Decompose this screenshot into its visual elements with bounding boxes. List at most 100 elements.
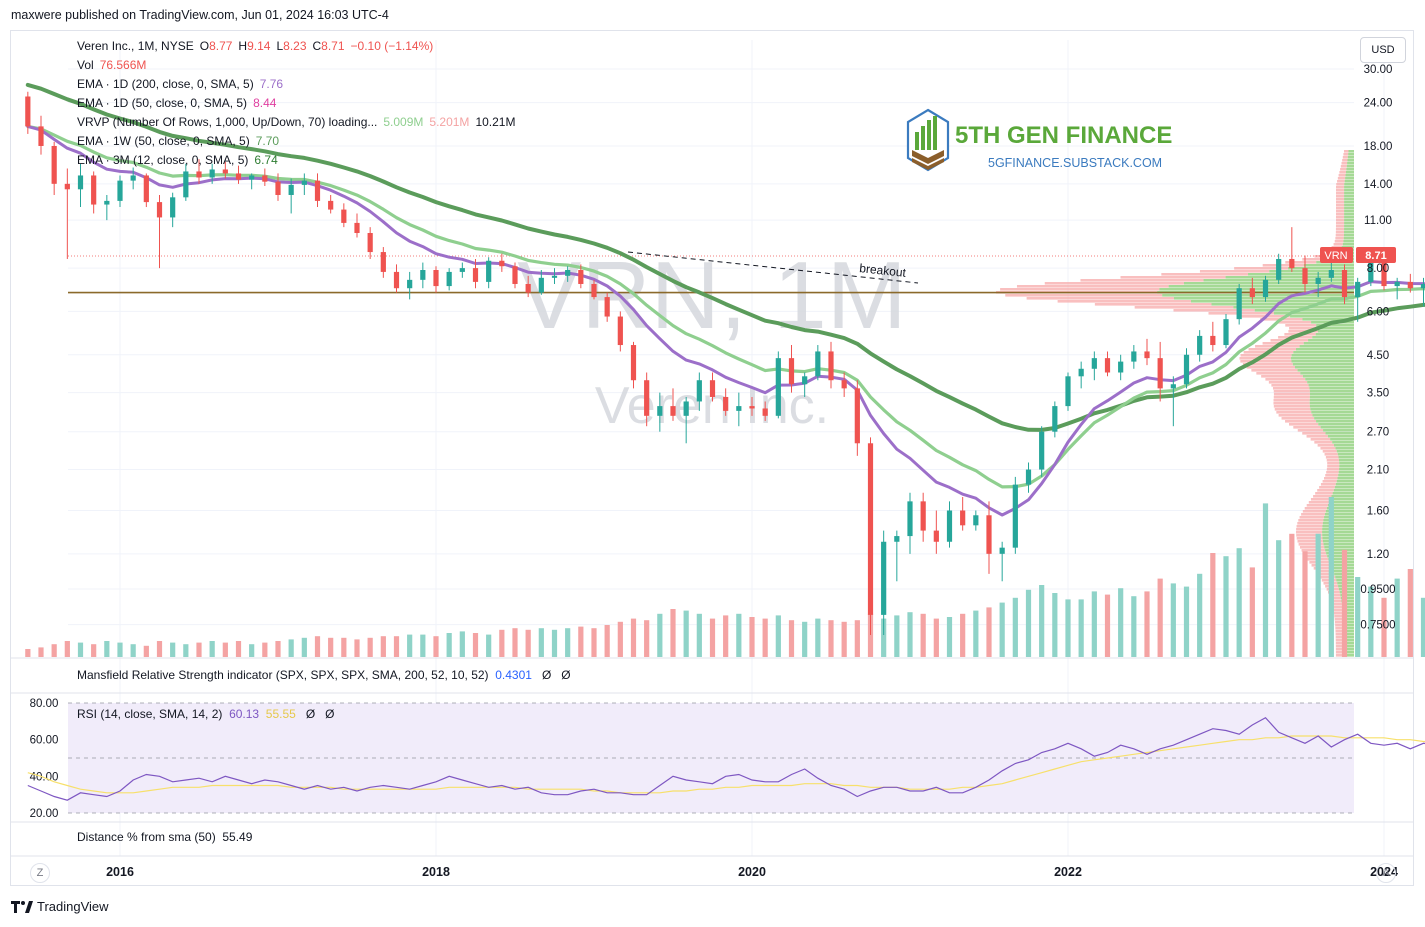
currency-button[interactable]: USD xyxy=(1360,37,1406,63)
volume-bar xyxy=(1012,597,1018,657)
profile-bar-up xyxy=(1325,549,1354,552)
profile-bar-up xyxy=(1305,378,1354,381)
profile-bar-down xyxy=(1288,330,1318,333)
volume-bar xyxy=(538,628,544,657)
profile-bar-up xyxy=(1322,525,1354,528)
profile-bar-up xyxy=(1340,594,1354,597)
profile-bar-down xyxy=(1044,282,1184,285)
price-tick-label: 14.00 xyxy=(1364,179,1393,191)
profile-bar-down xyxy=(1335,639,1344,642)
profile-bar-down xyxy=(1134,306,1234,309)
volume-bar xyxy=(1368,586,1374,657)
profile-bar-up xyxy=(1344,201,1354,204)
profile-bar-up xyxy=(1291,357,1354,360)
auto-scale-button[interactable]: A xyxy=(1376,863,1396,883)
legend-ema-3m[interactable]: EMA · 3M (12, close, 0, SMA, 5) 6.74 xyxy=(77,153,278,167)
profile-bar-up xyxy=(1333,489,1354,492)
volume-bar xyxy=(367,637,373,657)
profile-bar-up xyxy=(1303,264,1354,267)
time-tick-label: 2016 xyxy=(106,865,134,879)
legend-ema-1w[interactable]: EMA · 1W (50, close, 0, SMA, 5) 7.70 xyxy=(77,134,280,148)
profile-bar-up xyxy=(1159,288,1354,291)
profile-bar-down xyxy=(1334,618,1344,621)
mansfield-legend[interactable]: Mansfield Relative Strength indicator (S… xyxy=(77,668,571,682)
profile-bar-down xyxy=(1314,441,1333,444)
profile-bar-down xyxy=(1336,183,1345,186)
legend-ema-50[interactable]: EMA · 1D (50, close, 0, SMA, 5) 8.44 xyxy=(77,96,277,110)
candle-body xyxy=(933,530,939,542)
profile-bar-down xyxy=(1343,150,1349,153)
profile-bar-up xyxy=(1322,540,1354,543)
profile-bar-down xyxy=(1273,396,1310,399)
volume-bar xyxy=(64,641,70,657)
legend-vrvp[interactable]: VRVP (Number Of Rows, 1,000, Up/Down, 70… xyxy=(77,115,516,129)
profile-bar-down xyxy=(1317,444,1334,447)
profile-bar-up xyxy=(1316,420,1354,423)
profile-bar-up xyxy=(1341,603,1354,606)
price-tick-label: 24.00 xyxy=(1364,98,1393,110)
volume-bar xyxy=(38,647,44,657)
volume-bar xyxy=(591,628,597,657)
rsi-legend[interactable]: RSI (14, close, SMA, 14, 2) 60.13 55.55 … xyxy=(77,707,335,721)
legend-volume[interactable]: Vol 76.566M xyxy=(77,58,147,72)
profile-bar-up xyxy=(1344,207,1354,210)
candle-body xyxy=(275,181,281,195)
profile-bar-down xyxy=(1335,213,1345,216)
volume-bar xyxy=(775,615,781,657)
profile-bar-down xyxy=(1336,204,1345,207)
volume-bar xyxy=(1078,599,1084,657)
profile-bar-down xyxy=(1306,435,1328,438)
candle-body xyxy=(749,406,755,409)
candle-body xyxy=(1157,358,1163,389)
candle-body xyxy=(841,380,847,389)
profile-bar-up xyxy=(1341,600,1354,603)
volume-bar xyxy=(920,613,926,657)
profile-bar-up xyxy=(1307,381,1354,384)
profile-bar-down xyxy=(1285,324,1317,327)
profile-bar-down xyxy=(1335,234,1344,237)
profile-bar-down xyxy=(1268,381,1308,384)
volume-bar xyxy=(1276,540,1282,657)
profile-bar-down xyxy=(1262,264,1304,267)
volume-bar xyxy=(1407,569,1413,657)
profile-bar-up xyxy=(1329,561,1354,564)
publisher-line: maxwere published on TradingView.com, Ju… xyxy=(11,8,389,22)
profile-bar-down xyxy=(1296,531,1323,534)
profile-bar-up xyxy=(1328,558,1354,561)
volume-bar xyxy=(1394,578,1400,657)
legend-ema-200[interactable]: EMA · 1D (200, close, 0, SMA, 5) 7.76 xyxy=(77,77,284,91)
profile-bar-down xyxy=(1281,417,1315,420)
profile-bar-up xyxy=(1334,486,1354,489)
profile-bar-down xyxy=(1302,510,1326,513)
distance-legend[interactable]: Distance % from sma (50) 55.49 xyxy=(77,830,253,844)
volume-bar xyxy=(683,610,689,657)
profile-bar-up xyxy=(1190,300,1354,303)
profile-bar-down xyxy=(1319,486,1335,489)
profile-bar-down xyxy=(1335,627,1344,630)
volume-bar xyxy=(209,641,215,657)
profile-bar-down xyxy=(1335,216,1345,219)
profile-bar-down xyxy=(1302,432,1326,435)
profile-bar-down xyxy=(1335,219,1345,222)
candle-body xyxy=(1025,469,1032,485)
volume-bar xyxy=(1104,594,1111,657)
zoom-reset-button[interactable]: Z xyxy=(30,863,50,883)
profile-bar-up xyxy=(1318,423,1354,426)
profile-bar-up xyxy=(1343,621,1354,624)
candle-body xyxy=(1420,283,1425,289)
profile-bar-up xyxy=(1332,492,1354,495)
candle-body xyxy=(538,277,544,293)
profile-bar-down xyxy=(1005,294,1163,297)
candle-body xyxy=(920,501,926,531)
profile-bar-up xyxy=(1323,519,1354,522)
profile-bar-up xyxy=(1309,387,1354,390)
candle-body xyxy=(1315,277,1321,284)
volume-bar xyxy=(670,609,676,657)
legend-ohlc[interactable]: Veren Inc., 1M, NYSE O8.77 H9.14 L8.23 C8.71… xyxy=(77,39,434,53)
profile-bar-up xyxy=(1338,471,1354,474)
candle-body xyxy=(1197,335,1203,355)
candle-body xyxy=(130,175,136,181)
tradingview-logo[interactable]: TradingView xyxy=(11,899,109,914)
price-tick-label: 3.50 xyxy=(1367,388,1389,400)
